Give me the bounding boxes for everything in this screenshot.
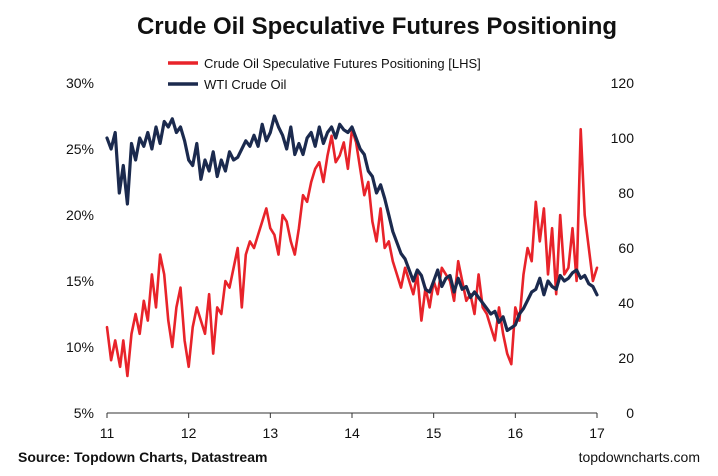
chart: Crude Oil Speculative Futures Positionin…: [0, 0, 718, 476]
y-right-tick-label: 80: [618, 185, 634, 201]
y-right-tick-label: 0: [626, 405, 634, 421]
x-tick-label: 14: [344, 425, 360, 441]
legend-label-wti: WTI Crude Oil: [204, 77, 286, 92]
y-left-tick-label: 10%: [66, 339, 94, 355]
y-right-tick-label: 20: [618, 350, 634, 366]
y-left-tick-label: 25%: [66, 141, 94, 157]
y-left-tick-label: 5%: [74, 405, 94, 421]
x-tick-label: 15: [426, 425, 442, 441]
website-label: topdowncharts.com: [579, 449, 700, 465]
y-right-tick-label: 60: [618, 240, 634, 256]
source-note: Source: Topdown Charts, Datastream: [18, 449, 267, 465]
legend: Crude Oil Speculative Futures Positionin…: [168, 56, 481, 92]
x-tick-label: 12: [181, 425, 197, 441]
y-right-tick-label: 40: [618, 295, 634, 311]
x-tick-label: 17: [589, 425, 605, 441]
x-axis: 11 12 13 14 15 16 17: [100, 413, 605, 441]
series-line-positioning: [107, 129, 597, 376]
x-tick-label: 11: [100, 425, 115, 441]
x-tick-label: 13: [263, 425, 279, 441]
y-right-tick-label: 120: [611, 75, 635, 91]
y-left-tick-label: 15%: [66, 273, 94, 289]
y-left-tick-label: 30%: [66, 75, 94, 91]
y-left-tick-label: 20%: [66, 207, 94, 223]
legend-label-positioning: Crude Oil Speculative Futures Positionin…: [204, 56, 481, 71]
y-axis-left: 5% 10% 15% 20% 25% 30%: [66, 75, 94, 421]
plot-area: [107, 116, 597, 376]
y-axis-right: 0 20 40 60 80 100 120: [611, 75, 635, 421]
y-right-tick-label: 100: [611, 130, 635, 146]
chart-title: Crude Oil Speculative Futures Positionin…: [137, 13, 617, 40]
x-tick-label: 16: [508, 425, 524, 441]
